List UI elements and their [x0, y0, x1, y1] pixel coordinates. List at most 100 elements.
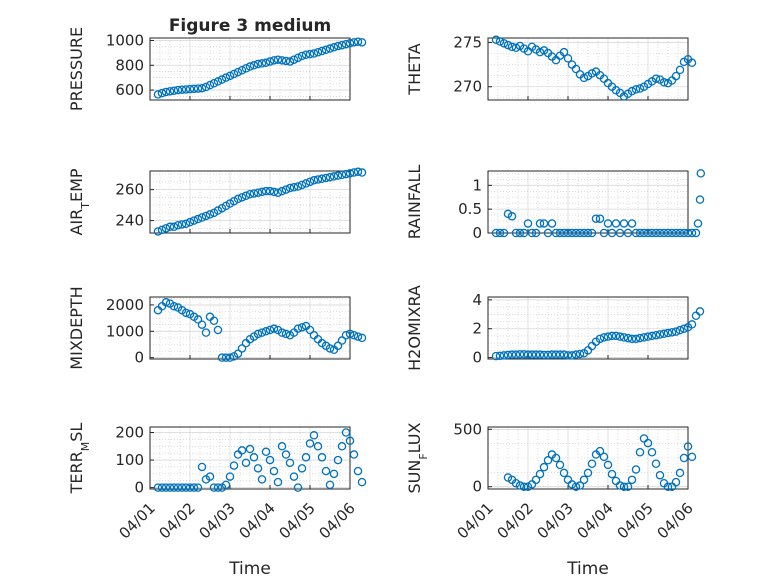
data-point [611, 219, 621, 228]
data-point [507, 350, 517, 359]
data-point [579, 73, 589, 83]
data-point [349, 38, 359, 47]
data-point [535, 219, 545, 228]
data-point [515, 481, 525, 490]
data-point [321, 173, 331, 183]
data-point [153, 483, 163, 492]
data-point [177, 85, 187, 94]
data-point [679, 324, 689, 333]
subplot-4: 0 0.5 1 RAINFALL [405, 165, 706, 242]
data-point [349, 331, 359, 340]
data-point [515, 350, 525, 359]
data-point [305, 325, 315, 335]
data-point [269, 187, 279, 197]
y-tick-label: 270 [453, 78, 482, 96]
data-point [611, 331, 621, 341]
data-point [209, 483, 219, 492]
data-point [491, 228, 501, 238]
x-axis-label: Time [566, 559, 609, 579]
subplot-2: 270 275 THETA [405, 33, 697, 101]
data-point [619, 219, 629, 228]
data-point [233, 67, 243, 77]
data-point [173, 220, 183, 230]
data-point [693, 219, 703, 228]
chart-title: Figure 3 medium [169, 16, 331, 36]
data-point [575, 228, 585, 238]
data-point [321, 466, 331, 476]
data-point [221, 73, 231, 82]
data-point [233, 194, 243, 204]
data-point [305, 439, 315, 448]
data-point [281, 185, 291, 194]
data-point [265, 57, 275, 66]
data-point [165, 87, 175, 96]
data-point [245, 189, 255, 199]
data-point [265, 186, 275, 196]
data-point [337, 442, 347, 451]
data-point [157, 88, 167, 98]
data-point [535, 350, 545, 359]
data-point [257, 475, 267, 484]
data-point [647, 228, 657, 238]
data-point [587, 228, 597, 238]
data-point [169, 301, 179, 311]
data-point [277, 442, 287, 451]
data-point [157, 225, 167, 235]
subplot-3: 240 260 AIRTEMP [67, 167, 367, 236]
data-point [599, 333, 609, 342]
data-point [559, 228, 569, 238]
data-point [209, 316, 219, 325]
data-point [539, 350, 549, 360]
data-point [503, 40, 513, 50]
data-point [515, 228, 525, 238]
data-point [627, 475, 637, 485]
data-point [329, 172, 339, 181]
x-tick-label: 04/01 [116, 499, 159, 542]
data-point [651, 228, 661, 238]
data-point [687, 320, 697, 329]
data-point [285, 183, 295, 193]
data-point [245, 62, 255, 71]
data-point [241, 191, 251, 201]
data-point [161, 298, 171, 307]
x-tick-label: 04/05 [276, 499, 319, 542]
data-point [671, 71, 681, 81]
x-tick-label: 04/02 [494, 499, 537, 542]
data-point [631, 228, 641, 238]
data-point [615, 332, 625, 341]
data-point [357, 333, 367, 343]
data-point [289, 183, 299, 192]
data-point [663, 482, 673, 491]
data-point [269, 324, 279, 333]
data-point [249, 453, 259, 462]
data-point [317, 453, 327, 462]
data-point [635, 333, 645, 343]
data-point [635, 84, 645, 93]
data-point [253, 329, 263, 339]
y-tick-label: 0 [134, 479, 144, 497]
subplot-6: 0 2 4 H2OMIXRA [405, 285, 705, 371]
data-point [643, 332, 653, 341]
data-point [289, 472, 299, 481]
data-point [253, 188, 263, 197]
data-point [539, 462, 549, 472]
data-point [225, 71, 235, 81]
y-tick-label: 275 [453, 33, 482, 51]
data-point [237, 65, 247, 75]
data-point [293, 324, 303, 333]
data-point [599, 228, 609, 238]
data-point [571, 228, 581, 238]
data-point [213, 77, 223, 86]
data-point [161, 483, 171, 492]
data-point [691, 311, 701, 320]
data-point [519, 482, 529, 491]
data-point [177, 483, 187, 492]
data-point [491, 35, 501, 45]
data-point [189, 84, 199, 94]
data-point [281, 450, 291, 459]
data-point [647, 331, 657, 341]
data-point [547, 350, 557, 359]
data-point [523, 350, 533, 359]
data-point [687, 58, 697, 68]
